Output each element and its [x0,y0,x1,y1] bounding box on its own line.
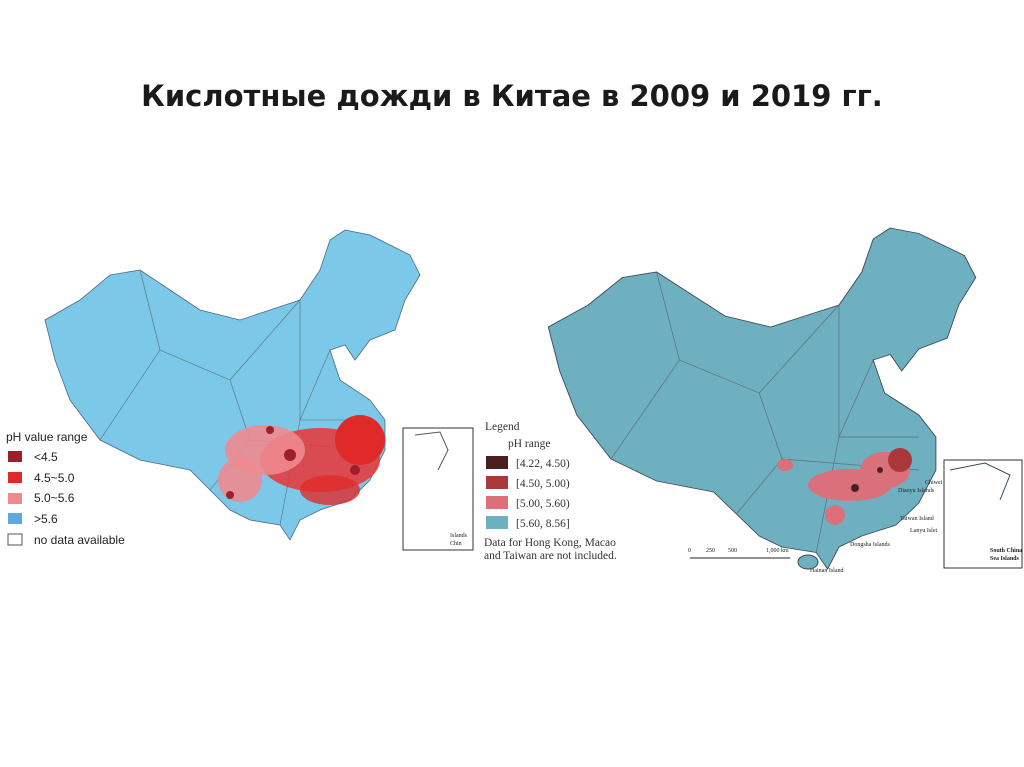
inset-frame [402,427,474,551]
acid-rain-areas [218,415,385,505]
legend-note: and Taiwan are not included. [484,550,617,562]
place-label: Hainan Island [810,568,844,574]
legend-item: 5.0~5.6 [34,491,75,505]
inset-label: Chin [450,541,462,547]
legend-title: Legend [485,421,520,433]
legend-swatch [486,456,508,469]
legend-swatch [8,451,22,462]
place-label: Dongsha Islands [850,542,890,548]
province-borders [610,271,919,553]
legend-swatch [8,472,22,483]
legend-subtitle: pH range [508,438,550,450]
slide-title: Кислотные дожди в Китае в 2009 и 2019 гг… [141,79,883,113]
legend-item: [4.22, 4.50) [516,458,570,470]
legend-swatch [8,513,22,524]
legend-item: no data available [34,533,125,547]
inset-coast [414,431,449,471]
scale-label: 0 [688,548,691,554]
legend-item: <4.5 [34,450,58,464]
legend-swatch [8,493,22,504]
hainan [797,554,819,570]
inset-label: South China [990,548,1022,554]
legend-item: [5.00, 5.60) [516,498,570,510]
map-2009: Islands Chin [44,229,474,551]
legend-item: [4.50, 5.00) [516,478,570,490]
acid-rain-areas [777,448,912,525]
inset-label: Islands [450,533,468,539]
legend-swatch [486,476,508,489]
legend-item: [5.60, 8.56] [516,518,570,530]
legend-swatch [486,496,508,509]
place-label: Taiwan Island [900,516,934,522]
legend-swatch [7,533,23,546]
scale-label: 1,000 km [766,548,789,554]
place-label: Chiwei [925,480,943,486]
place-label: Lanyu Islet [910,528,937,534]
legend-swatch [486,516,508,529]
place-label: Diaoyu Islands [898,488,935,494]
scale-bar: 0 250 500 1,000 km [688,548,790,559]
inset-label: Sea Islands [990,556,1020,562]
legend-title: pH value range [6,430,88,444]
legend-2009: pH value range <4.5 4.5~5.0 5.0~5.6 >5.6… [6,430,125,547]
scale-label: 500 [728,548,737,554]
legend-item: 4.5~5.0 [34,471,75,485]
inset-coast [949,462,1011,501]
map-2019: Diaoyu Islands Chiwei Taiwan Island Lany… [547,227,1023,574]
legend-2019: Legend pH range [4.22, 4.50) [4.50, 5.00… [484,421,617,562]
legend-item: >5.6 [34,512,58,526]
scale-label: 250 [706,548,715,554]
legend-note: Data for Hong Kong, Macao [484,537,616,549]
